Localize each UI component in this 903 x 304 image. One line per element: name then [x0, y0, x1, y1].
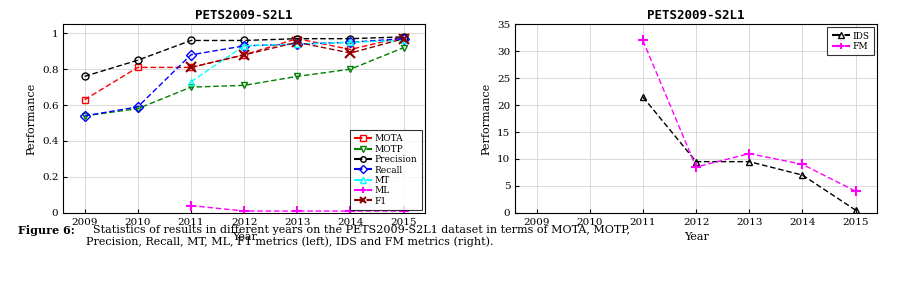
X-axis label: Year: Year [231, 232, 256, 242]
Legend: MOTA, MOTP, Precision, Recall, MT, ML, F1: MOTA, MOTP, Precision, Recall, MT, ML, F… [349, 130, 422, 210]
Y-axis label: Performance: Performance [26, 82, 36, 155]
Text: Figure 6:: Figure 6: [18, 225, 75, 236]
Text: Statistics of results in different years on the PETS2009-S2L1 dataset in terms o: Statistics of results in different years… [86, 225, 629, 247]
Legend: IDS, FM: IDS, FM [826, 27, 873, 55]
Title: PETS2009-S2L1: PETS2009-S2L1 [647, 9, 744, 22]
Y-axis label: Performance: Performance [481, 82, 491, 155]
Title: PETS2009-S2L1: PETS2009-S2L1 [195, 9, 293, 22]
X-axis label: Year: Year [683, 232, 708, 242]
